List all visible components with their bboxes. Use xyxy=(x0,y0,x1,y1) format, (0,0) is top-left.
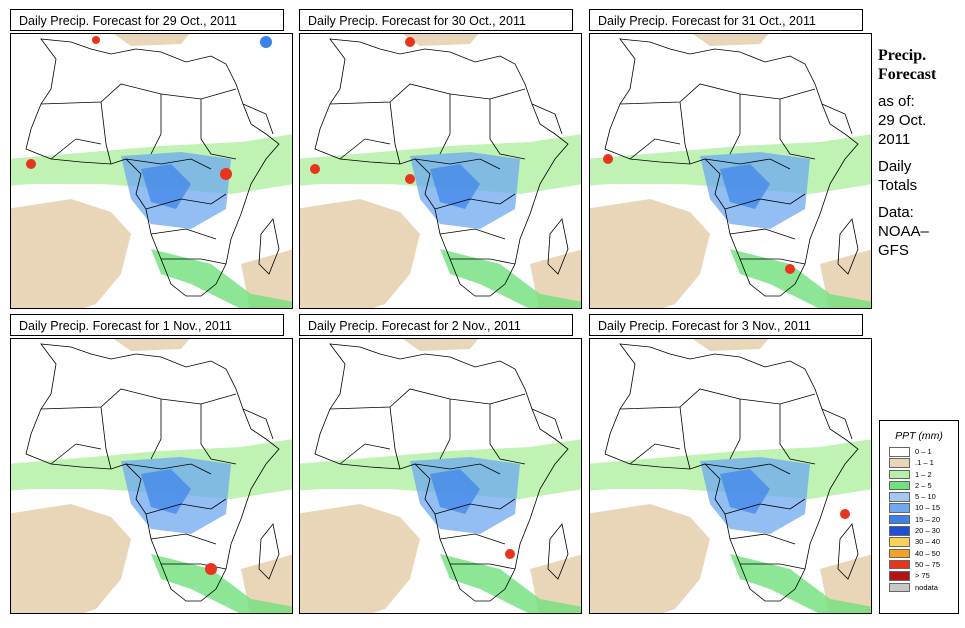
forecast-panel-4: Daily Precip. Forecast for 1 Nov., 2011 xyxy=(10,314,293,614)
legend-item: .1 – 1 xyxy=(880,457,958,468)
legend-item: 15 – 20 xyxy=(880,514,958,525)
legend-label: nodata xyxy=(915,582,938,592)
legend-label: 50 – 75 xyxy=(915,559,941,569)
sidebar-info: Precip. Forecast as of: 29 Oct. 2011 Dai… xyxy=(878,46,964,260)
forecast-map xyxy=(589,338,872,614)
data-source-line1: Data: xyxy=(878,204,914,221)
legend-label: 40 – 50 xyxy=(915,548,941,558)
legend-swatch xyxy=(889,458,910,468)
panel-title: Daily Precip. Forecast for 1 Nov., 2011 xyxy=(10,314,284,336)
legend-label: 30 – 40 xyxy=(915,537,941,547)
legend-title: PPT (mm) xyxy=(895,430,943,442)
legend-label: 1 – 2 xyxy=(915,469,932,479)
legend-item: 0 – 1 xyxy=(880,446,958,457)
asof-line3: 2011 xyxy=(878,131,911,148)
legend-label: > 75 xyxy=(915,571,930,581)
forecast-panel-1: Daily Precip. Forecast for 29 Oct., 2011 xyxy=(10,9,293,309)
legend-swatch xyxy=(889,537,910,547)
legend-swatch xyxy=(889,571,910,581)
sidebar-title-line2: Forecast xyxy=(878,66,937,83)
panel-title: Daily Precip. Forecast for 3 Nov., 2011 xyxy=(589,314,863,336)
legend-label: 5 – 10 xyxy=(915,492,936,502)
legend-item: 2 – 5 xyxy=(880,480,958,491)
legend-item: 40 – 50 xyxy=(880,548,958,559)
legend-item: 30 – 40 xyxy=(880,536,958,547)
forecast-panel-6: Daily Precip. Forecast for 3 Nov., 2011 xyxy=(589,314,872,614)
data-source-line3: GFS xyxy=(878,242,909,259)
panel-title: Daily Precip. Forecast for 29 Oct., 2011 xyxy=(10,9,284,31)
totals-line1: Daily xyxy=(878,158,912,175)
legend-label: 0 – 1 xyxy=(915,447,932,456)
legend-item: 20 – 30 xyxy=(880,525,958,536)
panel-title: Daily Precip. Forecast for 31 Oct., 2011 xyxy=(589,9,863,31)
legend-item: > 75 xyxy=(880,570,958,581)
forecast-map xyxy=(589,33,872,309)
sidebar-title-line1: Precip. xyxy=(878,47,927,64)
forecast-map xyxy=(299,338,582,614)
legend-swatch xyxy=(889,480,910,491)
legend-swatch xyxy=(889,559,910,570)
legend-swatch xyxy=(889,492,910,502)
legend-swatch xyxy=(889,503,910,513)
asof-line2: 29 Oct. xyxy=(878,112,927,129)
legend-swatch xyxy=(889,514,910,525)
legend-swatch xyxy=(889,548,910,559)
legend-label: 10 – 15 xyxy=(915,503,941,513)
legend-swatch xyxy=(889,526,910,536)
legend-item: 5 – 10 xyxy=(880,491,958,502)
legend-item: 50 – 75 xyxy=(880,559,958,570)
totals-line2: Totals xyxy=(878,177,918,194)
forecast-panel-3: Daily Precip. Forecast for 31 Oct., 2011 xyxy=(589,9,872,309)
forecast-map xyxy=(10,338,293,614)
legend-label: 20 – 30 xyxy=(915,526,941,536)
panel-title: Daily Precip. Forecast for 2 Nov., 2011 xyxy=(299,314,573,336)
legend-label: 15 – 20 xyxy=(915,514,941,524)
legend-label: 2 – 5 xyxy=(915,480,932,490)
asof-line1: as of: xyxy=(878,93,915,110)
forecast-map xyxy=(10,33,293,309)
legend-item: nodata xyxy=(880,582,958,593)
panel-title: Daily Precip. Forecast for 30 Oct., 2011 xyxy=(299,9,573,31)
forecast-panel-2: Daily Precip. Forecast for 30 Oct., 2011 xyxy=(299,9,582,309)
legend-swatch xyxy=(889,582,910,593)
legend-item: 10 – 15 xyxy=(880,502,958,513)
data-source-line2: NOAA– xyxy=(878,223,929,240)
forecast-map xyxy=(299,33,582,309)
forecast-panel-5: Daily Precip. Forecast for 2 Nov., 2011 xyxy=(299,314,582,614)
legend-swatch xyxy=(889,447,910,457)
legend-label: .1 – 1 xyxy=(915,458,934,468)
legend-item: 1 – 2 xyxy=(880,469,958,480)
legend-swatch xyxy=(889,469,910,480)
